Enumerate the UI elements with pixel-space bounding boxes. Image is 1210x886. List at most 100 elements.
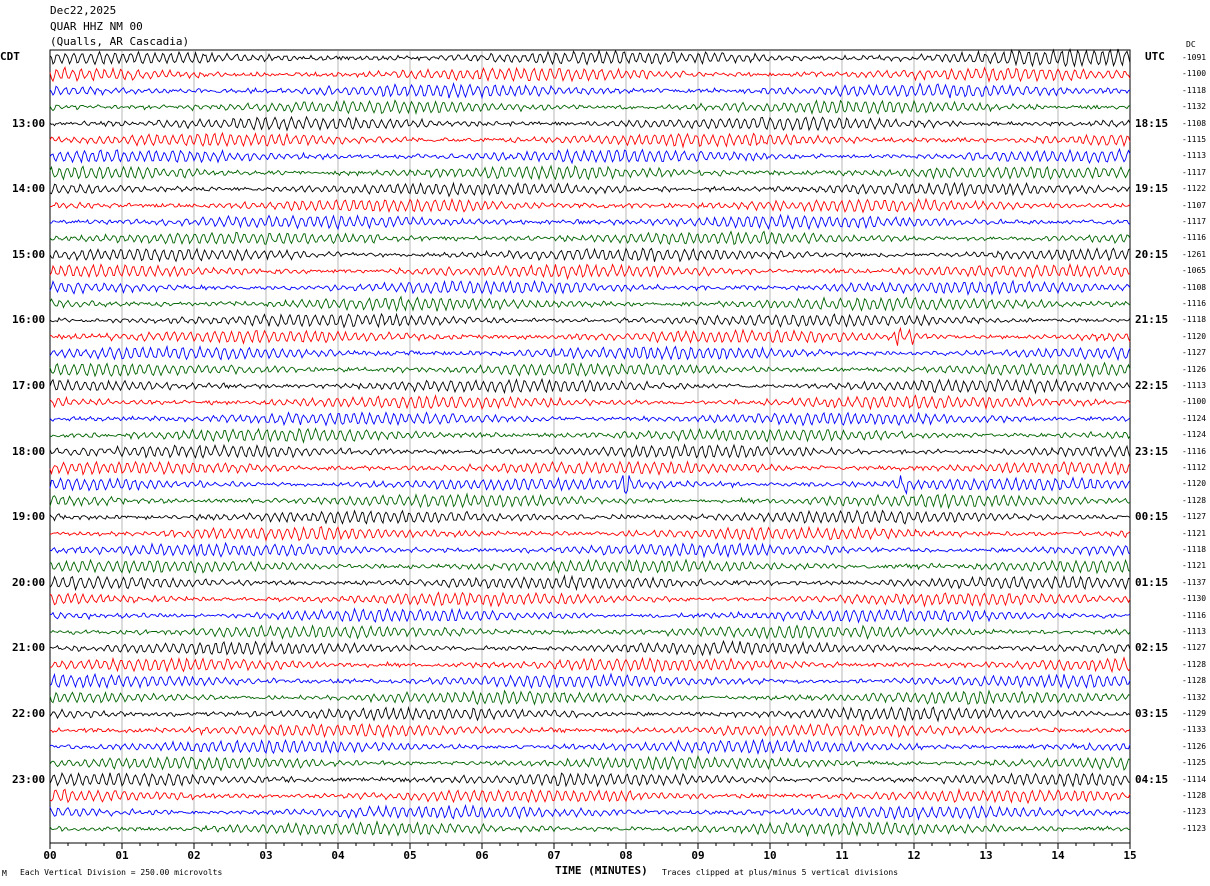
dc-offset-label: -1120 bbox=[1182, 479, 1207, 489]
left-time-label: 13:00 bbox=[12, 116, 46, 130]
dc-offset-label: -1261 bbox=[1182, 249, 1207, 259]
left-time-label: 23:00 bbox=[12, 772, 46, 786]
right-time-label: 21:15 bbox=[1135, 313, 1169, 327]
dc-offset-label: -1100 bbox=[1182, 397, 1207, 407]
x-tick-label: 03 bbox=[259, 849, 272, 862]
seismic-trace bbox=[50, 607, 1131, 624]
seismic-trace bbox=[49, 705, 1131, 723]
dc-offset-label: -1127 bbox=[1182, 348, 1207, 358]
right-time-label: 04:15 bbox=[1135, 772, 1169, 786]
seismic-trace bbox=[49, 771, 1131, 788]
seismic-trace bbox=[49, 197, 1131, 214]
dc-offset-label: -1121 bbox=[1182, 528, 1207, 538]
seismic-trace bbox=[49, 427, 1131, 444]
station-location: (Qualls, AR Cascadia) bbox=[50, 35, 190, 48]
dc-offset-label: -1128 bbox=[1182, 676, 1207, 686]
x-tick-label: 00 bbox=[43, 849, 56, 862]
dc-label: DC bbox=[1186, 40, 1196, 49]
seismic-trace bbox=[49, 81, 1131, 100]
left-time-label: 19:00 bbox=[12, 510, 46, 524]
seismic-trace bbox=[49, 279, 1131, 296]
right-timezone-label: UTC bbox=[1145, 50, 1165, 63]
seismic-trace bbox=[49, 230, 1131, 246]
dc-offset-label: -1129 bbox=[1182, 709, 1207, 718]
scale-note: Each Vertical Division = 250.00 microvol… bbox=[20, 868, 223, 877]
seismic-trace bbox=[49, 263, 1131, 281]
left-time-label: 15:00 bbox=[12, 247, 46, 261]
left-time-label: 20:00 bbox=[12, 575, 46, 589]
seismic-trace bbox=[49, 820, 1131, 838]
seismic-trace bbox=[49, 689, 1131, 706]
dc-offset-label: -1128 bbox=[1182, 791, 1207, 800]
seismic-trace bbox=[49, 361, 1131, 378]
seismic-trace bbox=[49, 66, 1131, 83]
dc-offset-label: -1127 bbox=[1182, 643, 1207, 653]
dc-offset-label: -1132 bbox=[1182, 692, 1207, 702]
x-tick-label: 02 bbox=[187, 849, 200, 862]
left-time-label: 22:00 bbox=[12, 707, 46, 720]
dc-offset-label: -1107 bbox=[1182, 200, 1207, 210]
clip-note: Traces clipped at plus/minus 5 vertical … bbox=[662, 868, 899, 877]
dc-offset-label: -1127 bbox=[1182, 512, 1207, 522]
x-tick-label: 05 bbox=[403, 849, 416, 862]
seismic-trace bbox=[49, 738, 1131, 756]
seismic-trace bbox=[49, 247, 1131, 263]
dc-offset-label: -1108 bbox=[1182, 282, 1207, 292]
seismic-trace bbox=[49, 475, 1131, 495]
dc-offset-label: -1126 bbox=[1182, 741, 1207, 751]
right-time-label: 22:15 bbox=[1135, 379, 1169, 392]
seismic-trace bbox=[49, 443, 1131, 460]
seismic-trace bbox=[49, 525, 1131, 543]
dc-offset-label: -1113 bbox=[1182, 627, 1207, 636]
dc-offset-label: -1120 bbox=[1182, 331, 1207, 341]
right-time-label: 02:15 bbox=[1135, 641, 1169, 655]
left-time-label: 17:00 bbox=[12, 379, 46, 392]
dc-offset-label: -1123 bbox=[1182, 823, 1207, 833]
seismic-trace bbox=[49, 591, 1131, 608]
x-tick-label: 11 bbox=[835, 849, 849, 862]
x-tick-label: 04 bbox=[331, 849, 345, 862]
seismic-trace bbox=[50, 656, 1131, 674]
dc-offset-label: -1133 bbox=[1182, 725, 1207, 735]
x-tick-label: 14 bbox=[1051, 849, 1065, 862]
seismic-trace bbox=[49, 672, 1131, 690]
left-timezone-label: CDT bbox=[0, 50, 20, 63]
right-time-label: 19:15 bbox=[1135, 182, 1169, 196]
seismic-trace bbox=[49, 181, 1131, 198]
dc-offset-label: -1113 bbox=[1182, 151, 1207, 161]
dc-offset-label: -1112 bbox=[1182, 463, 1207, 472]
plot-frame bbox=[49, 49, 1131, 844]
seismic-trace bbox=[49, 295, 1131, 313]
dc-offset-label: -1116 bbox=[1182, 233, 1207, 243]
seismic-trace bbox=[49, 164, 1131, 181]
right-time-label: 03:15 bbox=[1135, 707, 1169, 720]
dc-offset-label: -1122 bbox=[1182, 184, 1207, 194]
dc-offset-label: -1118 bbox=[1182, 545, 1207, 554]
left-time-label: 14:00 bbox=[12, 182, 46, 196]
left-time-label: 21:00 bbox=[12, 641, 46, 655]
right-time-label: 23:15 bbox=[1135, 444, 1169, 458]
seismic-trace bbox=[49, 558, 1131, 575]
dc-offset-label: -1100 bbox=[1182, 69, 1207, 79]
dc-offset-label: -1116 bbox=[1182, 446, 1207, 456]
seismic-trace bbox=[49, 803, 1130, 821]
seismic-trace bbox=[49, 754, 1131, 772]
dc-offset-label: -1115 bbox=[1182, 135, 1207, 144]
dc-offset-label: -1123 bbox=[1182, 807, 1207, 817]
logo-mark: M bbox=[2, 869, 7, 878]
dc-offset-label: -1116 bbox=[1182, 299, 1207, 308]
x-tick-label: 06 bbox=[475, 849, 489, 862]
right-time-label: 01:15 bbox=[1135, 575, 1169, 589]
dc-offset-label: -1108 bbox=[1182, 118, 1207, 128]
dc-offset-label: -1137 bbox=[1182, 577, 1207, 587]
left-time-label: 18:00 bbox=[12, 444, 46, 458]
seismic-trace bbox=[49, 131, 1131, 149]
seismic-trace bbox=[49, 509, 1131, 525]
seismic-trace bbox=[49, 99, 1131, 116]
seismic-trace bbox=[49, 344, 1131, 362]
seismic-trace bbox=[49, 624, 1131, 640]
seismic-trace bbox=[49, 147, 1131, 165]
x-tick-label: 13 bbox=[979, 849, 992, 862]
right-time-label: 00:15 bbox=[1135, 510, 1169, 524]
